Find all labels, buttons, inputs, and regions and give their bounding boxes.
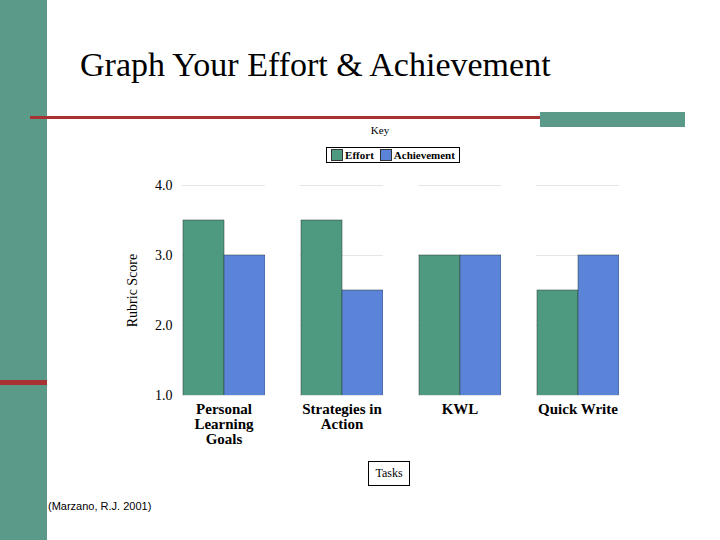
svg-text:Quick Write: Quick Write bbox=[538, 401, 618, 417]
html-text:Tasks: Tasks bbox=[375, 466, 403, 480]
html-text:Graph Your Effort & Achievemen: Graph Your Effort & Achievement bbox=[80, 46, 551, 83]
html-text:Effort: Effort bbox=[345, 149, 374, 161]
html-text:Key: Key bbox=[370, 124, 390, 136]
html-text:Achievement: Achievement bbox=[393, 149, 455, 161]
html-text:(Marzano, R.J. 2001): (Marzano, R.J. 2001) bbox=[48, 500, 152, 512]
svg-text:KWL: KWL bbox=[442, 401, 479, 417]
svg-text:4.0: 4.0 bbox=[155, 178, 173, 193]
svg-text:3.0: 3.0 bbox=[155, 248, 173, 263]
svg-text:2.0: 2.0 bbox=[155, 318, 173, 333]
svg-text:Strategies inAction: Strategies inAction bbox=[302, 401, 382, 432]
svg-text:Rubric Score: Rubric Score bbox=[125, 254, 140, 327]
svg-text:1.0: 1.0 bbox=[155, 388, 173, 403]
svg-text:PersonalLearningGoals: PersonalLearningGoals bbox=[194, 401, 254, 447]
